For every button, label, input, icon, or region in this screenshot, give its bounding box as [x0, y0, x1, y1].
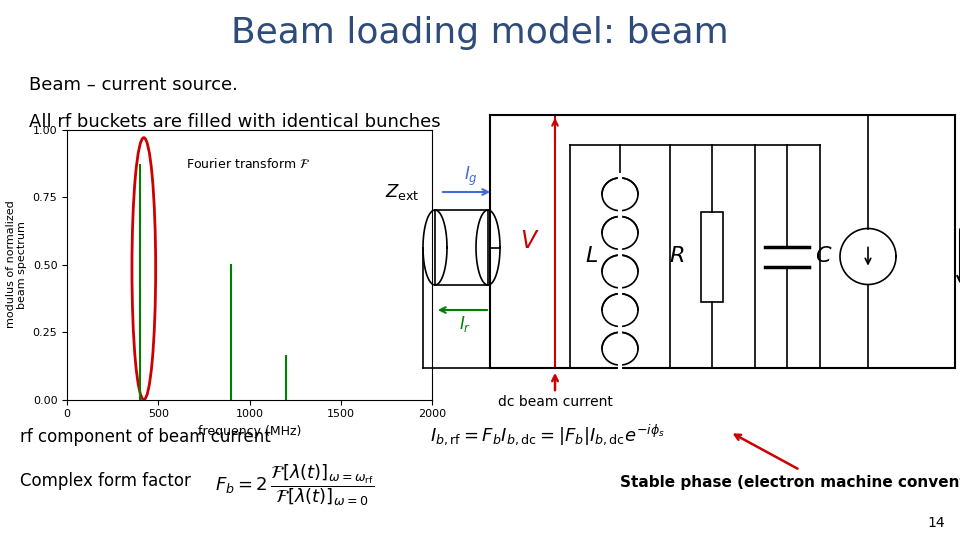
FancyBboxPatch shape [435, 210, 488, 285]
Text: Beam – current source.: Beam – current source. [29, 76, 238, 93]
Text: $I_{b,{\rm rf}} = F_b I_{b,{\rm dc}} = |F_b| I_{b,{\rm dc}} e^{-i\phi_s}$: $I_{b,{\rm rf}} = F_b I_{b,{\rm dc}} = |… [430, 422, 665, 447]
Text: rf component of beam current: rf component of beam current [20, 428, 271, 446]
Text: Beam loading model: beam: Beam loading model: beam [231, 16, 729, 50]
Text: $L$: $L$ [585, 246, 598, 267]
Text: $V$: $V$ [520, 229, 540, 253]
Text: Fourier transform $\mathcal{F}$: Fourier transform $\mathcal{F}$ [185, 157, 310, 171]
Text: dc beam current: dc beam current [497, 395, 612, 409]
Text: $Z_{\rm ext}$: $Z_{\rm ext}$ [385, 182, 420, 202]
X-axis label: frequency (MHz): frequency (MHz) [198, 425, 301, 438]
Text: $F_b = 2\,\dfrac{\mathcal{F}[\lambda(t)]_{\omega=\omega_{\rm rf}}}{\mathcal{F}[\: $F_b = 2\,\dfrac{\mathcal{F}[\lambda(t)]… [215, 462, 374, 508]
Text: $R$: $R$ [669, 246, 684, 267]
Text: Stable phase (electron machine convention): Stable phase (electron machine conventio… [620, 475, 960, 490]
Text: $C$: $C$ [815, 246, 832, 267]
Text: 14: 14 [927, 516, 945, 530]
Text: $I_g$: $I_g$ [464, 165, 478, 188]
Bar [701, 212, 723, 301]
Y-axis label: modulus of normalized
beam spectrum: modulus of normalized beam spectrum [6, 201, 27, 328]
Text: All rf buckets are filled with identical bunches: All rf buckets are filled with identical… [29, 113, 441, 131]
Text: Complex form factor: Complex form factor [20, 472, 191, 490]
Text: $I_r$: $I_r$ [459, 314, 471, 334]
